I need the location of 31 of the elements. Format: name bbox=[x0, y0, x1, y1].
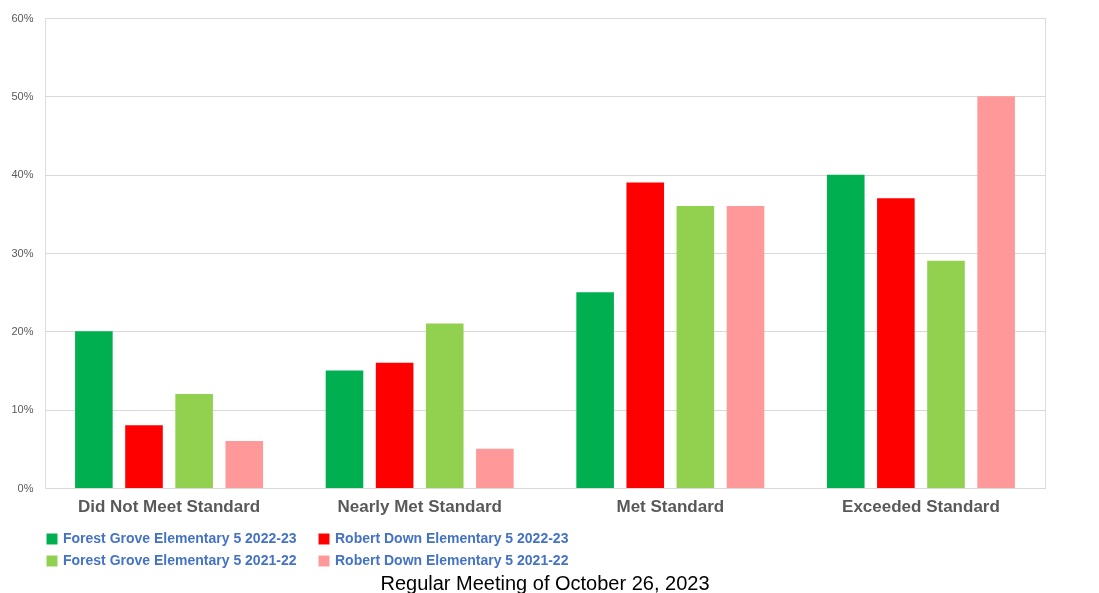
bar bbox=[75, 331, 113, 488]
y-tick-label: 50% bbox=[11, 89, 34, 102]
y-tick-label: 20% bbox=[11, 324, 34, 337]
y-tick-label: 30% bbox=[11, 246, 34, 259]
bar bbox=[225, 441, 264, 488]
y-tick-label: 40% bbox=[11, 168, 34, 181]
bar bbox=[375, 362, 414, 488]
x-tick-label: Nearly Met Standard bbox=[337, 496, 502, 516]
bar bbox=[927, 260, 965, 488]
bar bbox=[325, 370, 364, 488]
bar bbox=[125, 425, 163, 488]
legend-label: Forest Grove Elementary 5 2021-22 bbox=[63, 552, 297, 568]
bar bbox=[726, 206, 765, 488]
bar bbox=[877, 198, 915, 488]
y-tick-label: 60% bbox=[11, 11, 34, 24]
bar bbox=[826, 174, 865, 488]
bar bbox=[626, 182, 665, 488]
y-tick-label: 0% bbox=[17, 481, 34, 494]
bar bbox=[977, 96, 1015, 488]
x-tick-label: Exceeded Standard bbox=[842, 496, 1000, 516]
legend-label: Robert Down Elementary 5 2022-23 bbox=[335, 530, 569, 546]
bar bbox=[175, 394, 213, 488]
y-tick-label: 10% bbox=[11, 403, 34, 416]
x-tick-label: Met Standard bbox=[616, 496, 725, 516]
bar bbox=[676, 206, 715, 488]
bar bbox=[576, 292, 614, 488]
bar bbox=[425, 323, 464, 488]
legend-label: Forest Grove Elementary 5 2022-23 bbox=[63, 530, 297, 546]
bar bbox=[476, 448, 514, 488]
legend-label: Robert Down Elementary 5 2021-22 bbox=[335, 552, 569, 568]
x-tick-label: Did Not Meet Standard bbox=[77, 496, 261, 516]
